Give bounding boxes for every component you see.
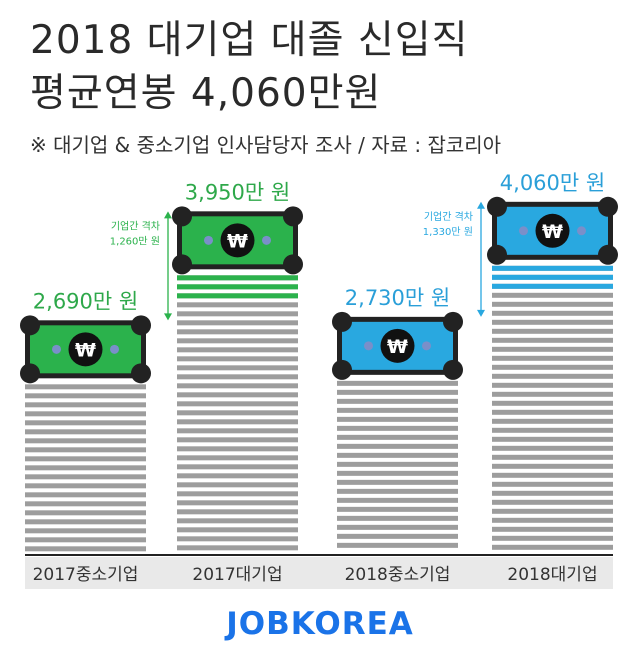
value-label: 2,690만 원 (33, 289, 138, 313)
bill-2017중소기업: ₩ (20, 315, 151, 384)
jobkorea-logo: JOBKOREA (226, 606, 414, 642)
gap-annotation-text: 기업간 격차 (424, 210, 473, 223)
bill-2018대기업: ₩ (487, 196, 618, 265)
title-line-2: 평균연봉 4,060만원 (30, 71, 382, 116)
value-label: 3,950만 원 (185, 180, 290, 204)
won-symbol: ₩ (227, 230, 248, 252)
bill-2018중소기업: ₩ (332, 311, 463, 380)
category-label-band (25, 557, 613, 589)
category-label: 2018대기업 (507, 565, 597, 585)
bar-2017대기업: ₩ (172, 206, 303, 551)
value-label: 2,730만 원 (345, 286, 450, 310)
won-symbol: ₩ (387, 336, 408, 358)
bar-2018대기업: ₩ (487, 196, 618, 550)
value-label: 4,060만 원 (500, 171, 605, 195)
gap-annotation-text: 1,260만 원 (110, 235, 160, 247)
gap-annotation-text: 기업간 격차 (111, 219, 160, 232)
page-title: 2018 대기업 대졸 신입직 평균연봉 4,060만원 (30, 14, 468, 120)
category-label: 2018중소기업 (345, 565, 451, 585)
bar-2018중소기업: ₩ (332, 311, 463, 548)
category-label: 2017중소기업 (33, 565, 139, 585)
source-note: ※ 대기업 & 중소기업 인사담당자 조사 / 자료 : 잡코리아 (30, 133, 502, 157)
bar-2017중소기업: ₩ (20, 315, 151, 552)
gap-annotation-text: 1,330만 원 (423, 226, 473, 238)
gap-annotation: 기업간 격차 1,330만 원 (423, 201, 485, 317)
won-symbol: ₩ (75, 339, 96, 361)
category-label: 2017대기업 (192, 565, 282, 585)
bill-2017대기업: ₩ (172, 206, 303, 275)
won-symbol: ₩ (542, 221, 563, 243)
gap-annotation: 기업간 격차 1,260만 원 (110, 211, 172, 321)
title-line-1: 2018 대기업 대졸 신입직 (30, 18, 469, 63)
